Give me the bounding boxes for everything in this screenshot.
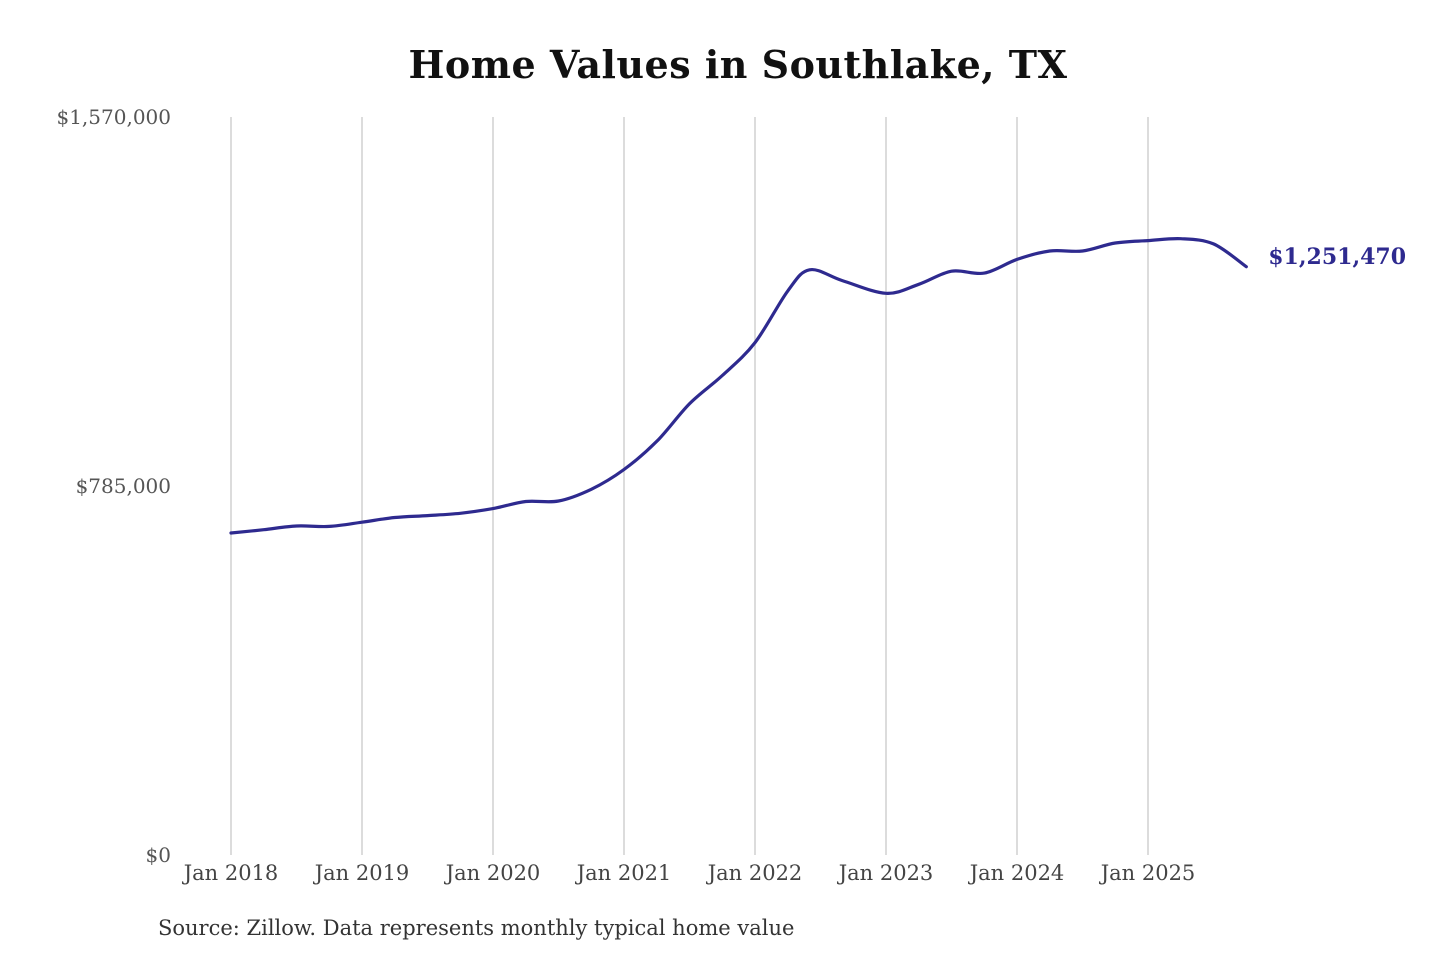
y-tick-label: $785,000 — [76, 474, 171, 498]
y-tick-label: $1,570,000 — [56, 105, 171, 129]
x-tick-label: Jan 2020 — [444, 861, 541, 885]
x-tick-label: Jan 2025 — [1099, 861, 1196, 885]
chart-title: Home Values in Southlake, TX — [408, 42, 1068, 87]
x-tick-label: Jan 2023 — [837, 861, 934, 885]
grid-lines — [230, 117, 1149, 855]
x-tick-label: Jan 2018 — [182, 861, 279, 885]
x-tick-label: Jan 2019 — [313, 861, 410, 885]
y-axis-labels: $0 $785,000 $1,570,000 — [56, 105, 171, 867]
home-value-line — [229, 237, 1248, 535]
source-note: Source: Zillow. Data represents monthly … — [158, 916, 795, 940]
y-tick-label: $0 — [146, 843, 171, 867]
end-value-label: $1,251,470 — [1268, 244, 1406, 270]
x-tick-label: Jan 2022 — [706, 861, 803, 885]
x-axis-labels: Jan 2018 Jan 2019 Jan 2020 Jan 2021 Jan 2022… — [182, 861, 1196, 885]
series-layer — [229, 237, 1248, 535]
x-tick-label: Jan 2024 — [968, 861, 1065, 885]
x-tick-label: Jan 2021 — [575, 861, 672, 885]
end-value-layer: $1,251,470 — [1268, 244, 1406, 270]
